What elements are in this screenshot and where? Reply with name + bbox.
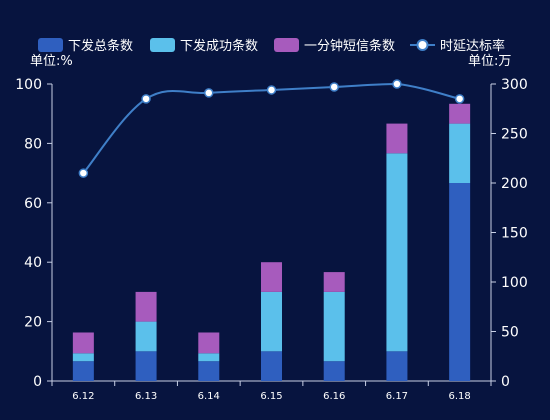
left-axis-label: 单位:% <box>30 54 73 69</box>
y-left-tick-label: 80 <box>24 136 42 152</box>
y-right-tick-label: 250 <box>501 127 528 143</box>
legend-item[interactable]: 一分钟短信条数 <box>274 38 395 54</box>
line-point[interactable] <box>204 88 214 98</box>
bar-segment[interactable] <box>323 291 345 362</box>
legend-item[interactable]: 时延达标率 <box>410 38 505 54</box>
x-tick-label: 6.13 <box>135 391 157 402</box>
legend-label: 一分钟短信条数 <box>304 38 395 54</box>
bar-segment[interactable] <box>198 361 220 381</box>
bar-segment[interactable] <box>386 351 408 381</box>
y-left-tick-label: 60 <box>24 196 42 212</box>
legend-swatch <box>274 38 299 52</box>
right-axis-label: 单位:万 <box>468 54 511 69</box>
line-point[interactable] <box>454 94 465 104</box>
y-left-tick-label: 0 <box>33 374 42 390</box>
y-right-tick-label: 50 <box>501 325 519 341</box>
bar-segment[interactable] <box>261 262 282 292</box>
bar-segment[interactable] <box>386 123 408 154</box>
line-point[interactable] <box>329 82 339 92</box>
legend-swatch <box>150 38 175 52</box>
legend-label: 时延达标率 <box>440 38 505 54</box>
bar-segment[interactable] <box>198 353 220 362</box>
bar-segment[interactable] <box>323 272 345 292</box>
x-tick-label: 6.17 <box>386 391 408 402</box>
bar-segment[interactable] <box>261 291 282 352</box>
y-left-tick-label: 100 <box>15 77 42 93</box>
x-tick-label: 6.18 <box>449 391 471 402</box>
bar-segment[interactable] <box>72 361 94 381</box>
legend-label: 下发成功条数 <box>180 38 258 54</box>
x-tick-label: 6.14 <box>198 391 220 402</box>
bar-segment[interactable] <box>386 153 408 352</box>
x-tick-label: 6.15 <box>260 391 282 402</box>
bar-segment[interactable] <box>135 351 157 381</box>
line-point[interactable] <box>141 94 151 104</box>
legend-item[interactable]: 下发成功条数 <box>150 38 258 54</box>
bar-segment[interactable] <box>449 123 471 183</box>
bar-segment[interactable] <box>323 361 345 381</box>
bar-segment[interactable] <box>135 321 157 352</box>
bar-segment[interactable] <box>261 351 282 381</box>
line-point[interactable] <box>392 79 402 89</box>
x-tick-label: 6.16 <box>323 391 345 402</box>
bar-segment[interactable] <box>449 183 471 381</box>
legend-item[interactable]: 下发总条数 <box>38 38 133 54</box>
y-left-tick-label: 20 <box>24 315 42 331</box>
bar-segment[interactable] <box>135 291 157 322</box>
legend-marker <box>416 39 429 51</box>
bar-segment[interactable] <box>72 353 94 362</box>
bar-segment[interactable] <box>72 332 94 354</box>
x-tick-label: 6.12 <box>72 391 94 402</box>
y-right-tick-label: 150 <box>501 226 528 242</box>
bar-segment[interactable] <box>198 332 220 354</box>
line-point[interactable] <box>78 168 89 178</box>
y-right-tick-label: 300 <box>501 77 528 93</box>
y-right-tick-label: 100 <box>501 275 528 291</box>
plot-area: 0 20 40 60 80 100 0 50 100 150 200 250 300 6.12 6.13 6.… <box>15 77 527 402</box>
line-point[interactable] <box>266 85 277 95</box>
legend-swatch <box>38 38 63 52</box>
y-right-tick-label: 200 <box>501 176 528 192</box>
y-right-tick-label: 0 <box>501 374 510 390</box>
y-left-tick-label: 40 <box>24 255 42 271</box>
legend[interactable]: 下发总条数 下发成功条数 一分钟短信条数 时延达标率 <box>38 38 505 54</box>
bar-segment[interactable] <box>449 103 471 124</box>
legend-label: 下发总条数 <box>68 38 133 54</box>
